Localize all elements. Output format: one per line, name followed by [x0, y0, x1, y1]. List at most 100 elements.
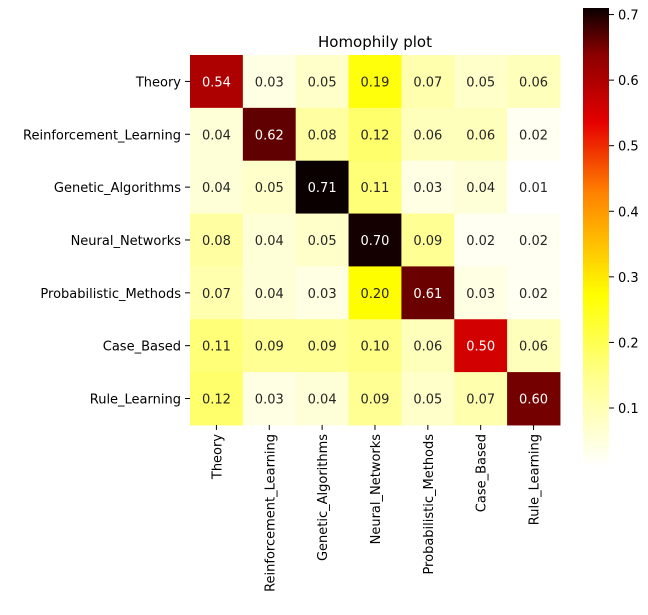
cell-value-label: 0.11: [360, 181, 389, 196]
cell-value-label: 0.61: [413, 287, 442, 302]
heatmap-cell: [242, 372, 297, 426]
colorbar-gradient: [583, 8, 609, 467]
row-tick-labels: Theory Reinforcement_Learning Genetic_Algo…: [23, 75, 190, 408]
row-label: Reinforcement_Learning: [23, 128, 181, 143]
cell-value-label: 0.06: [519, 340, 548, 355]
heatmap-cell: [507, 213, 561, 267]
colorbar-tick-label: 0.2: [618, 336, 639, 351]
cell-value-label: 0.12: [202, 393, 231, 408]
heatmap-cell: [242, 55, 297, 109]
cell-value-label: 0.09: [360, 393, 389, 408]
heatmap-cell: [401, 266, 455, 320]
cell-value-label: 0.08: [202, 234, 231, 249]
cell-value-label: 0.01: [519, 181, 548, 196]
cell-value-label: 0.71: [308, 181, 337, 196]
colorbar-tick-label: 0.5: [618, 140, 639, 155]
cell-value-label: 0.03: [413, 181, 442, 196]
heatmap-cell: [348, 319, 402, 373]
cell-value-label: 0.04: [202, 128, 231, 143]
cell-value-label: 0.06: [413, 128, 442, 143]
heatmap-cell: [295, 319, 350, 373]
cell-value-label: 0.02: [519, 234, 548, 249]
cell-value-label: 0.06: [413, 340, 442, 355]
column-tick-labels: Theory Reinforcement_Learning Genetic_Algo…: [210, 424, 543, 592]
column-label: Case_Based: [475, 434, 490, 512]
heatmap-cell: [190, 160, 244, 215]
heatmap-cell: [295, 372, 350, 426]
cell-value-label: 0.05: [466, 75, 495, 90]
cell-value-label: 0.09: [308, 340, 337, 355]
cell-value-label: 0.10: [360, 340, 389, 355]
row-label: Probabilistic_Methods: [40, 287, 181, 302]
cell-value-label: 0.03: [308, 287, 337, 302]
column-label: Theory: [210, 434, 225, 480]
cell-value-label: 0.54: [202, 75, 231, 90]
cell-value-label: 0.05: [308, 75, 337, 90]
heatmap-cell: [507, 55, 561, 109]
heatmap-cell: [454, 55, 508, 109]
column-label: Rule_Learning: [528, 434, 543, 525]
cell-value-label: 0.04: [255, 287, 284, 302]
cell-value-label: 0.11: [202, 340, 231, 355]
heatmap-cell: [454, 266, 508, 320]
heatmap-cell: [454, 213, 508, 267]
heatmap-cell: [401, 160, 455, 215]
heatmap-cell: [454, 319, 508, 373]
column-label: Genetic_Algorithms: [316, 434, 331, 561]
colorbar-tick-label: 0.1: [618, 402, 639, 417]
row-label: Rule_Learning: [90, 393, 181, 408]
cell-value-label: 0.05: [413, 393, 442, 408]
cell-value-label: 0.06: [466, 128, 495, 143]
heatmap-cell: [348, 266, 402, 320]
cell-value-label: 0.60: [519, 393, 548, 408]
heatmap-cell: [401, 55, 455, 109]
row-label: Neural_Networks: [71, 234, 182, 249]
heatmap-cell: [242, 266, 297, 320]
cell-value-label: 0.03: [255, 75, 284, 90]
cell-value-label: 0.50: [466, 340, 495, 355]
chart-title: Homophily plot: [318, 33, 432, 51]
heatmap-cell: [401, 213, 455, 267]
heatmap-cell: [454, 372, 508, 426]
cell-value-label: 0.62: [255, 128, 284, 143]
heatmap-cell: [242, 319, 297, 373]
column-label: Neural_Networks: [369, 434, 384, 545]
cell-value-label: 0.08: [308, 128, 337, 143]
heatmap-cell: [348, 372, 402, 426]
cell-value-label: 0.02: [519, 128, 548, 143]
heatmap-cell: [507, 266, 561, 320]
heatmap-cell: [242, 213, 297, 267]
heatmap-cell: [190, 55, 244, 109]
colorbar: 0.1 0.2 0.3 0.4 0.5 0.6 0.7: [583, 8, 639, 467]
heatmap-cell: [190, 372, 244, 426]
heatmap-cell: [295, 160, 350, 215]
row-label: Case_Based: [103, 340, 181, 355]
cell-value-label: 0.05: [308, 234, 337, 249]
colorbar-tick-label: 0.4: [618, 205, 639, 220]
cell-value-label: 0.04: [202, 181, 231, 196]
heatmap-cell: [348, 107, 402, 162]
heatmap-cells: 0.54 0.03 0.05 0.19 0.07 0.05 0.06 0.04 0.62 0.08…: [190, 55, 561, 426]
heatmap-cell: [454, 160, 508, 215]
cell-value-label: 0.04: [466, 181, 495, 196]
heatmap-cell: [295, 55, 350, 109]
cell-value-label: 0.04: [308, 393, 337, 408]
cell-value-label: 0.70: [360, 234, 389, 249]
heatmap-cell: [401, 107, 455, 162]
cell-value-label: 0.09: [255, 340, 284, 355]
cell-value-label: 0.03: [255, 393, 284, 408]
heatmap-cell: [507, 160, 561, 215]
cell-value-label: 0.03: [466, 287, 495, 302]
cell-value-label: 0.04: [255, 234, 284, 249]
heatmap-cell: [242, 107, 297, 162]
heatmap-cell: [190, 107, 244, 162]
cell-value-label: 0.06: [519, 75, 548, 90]
cell-value-label: 0.07: [413, 75, 442, 90]
heatmap-cell: [348, 55, 402, 109]
cell-value-label: 0.19: [360, 75, 389, 90]
heatmap-cell: [295, 213, 350, 267]
heatmap-cell: [401, 319, 455, 373]
heatmap-cell: [295, 266, 350, 320]
column-label: Probabilistic_Methods: [422, 434, 437, 575]
